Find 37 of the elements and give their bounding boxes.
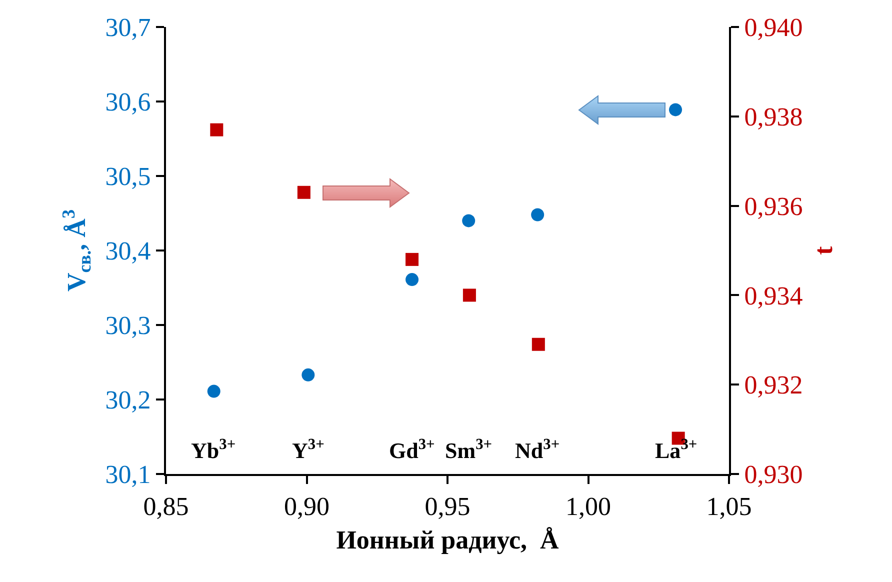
y-tick-label: 30,5	[105, 162, 151, 192]
y-tick-label: 30,4	[105, 236, 151, 266]
y-tick-label: 30,7	[105, 13, 151, 42]
x-tick-label: 1,05	[706, 492, 752, 522]
y2-tick-label: 0,938	[744, 102, 803, 132]
point	[532, 338, 545, 351]
annotation: Yb$^{3+}$	[191, 436, 236, 464]
point	[406, 273, 419, 286]
point	[462, 288, 476, 302]
x-tick-label: 0,95	[424, 492, 470, 522]
point	[207, 384, 220, 398]
x-axis-title: Ионный радиус, Å	[336, 525, 560, 554]
y2-tick-label: 0,940	[744, 13, 803, 42]
annotation: Nd$^{3+}$	[515, 436, 560, 464]
y2-axis-title: t	[808, 246, 838, 255]
annotation: Sm$^{3+}$	[445, 436, 492, 464]
y-tick-label: 30,1	[105, 460, 151, 490]
point	[297, 186, 310, 199]
y-tick-label: 30,6	[105, 88, 151, 117]
y2-tick-label: 0,934	[744, 281, 803, 310]
x-tick-label: 0,90	[284, 492, 330, 522]
x-tick-label: 1,00	[566, 492, 611, 522]
point	[462, 214, 476, 228]
annotation: La$^{3+}$	[655, 436, 698, 464]
y-tick-label: 30,2	[105, 386, 151, 415]
annotation: Gd$^{3+}$	[389, 436, 435, 464]
point	[302, 368, 315, 382]
annotation: Y$^{3+}$	[292, 436, 324, 464]
y2-tick-label: 0,930	[744, 460, 803, 490]
point	[669, 103, 682, 116]
point	[531, 208, 544, 222]
point	[406, 252, 419, 266]
y2-tick-label: 0,936	[744, 192, 803, 221]
y2-tick-label: 0,932	[744, 370, 803, 400]
y-tick-label: 30,3	[105, 311, 151, 340]
point	[210, 123, 224, 136]
x-tick-label: 0,85	[143, 492, 189, 522]
